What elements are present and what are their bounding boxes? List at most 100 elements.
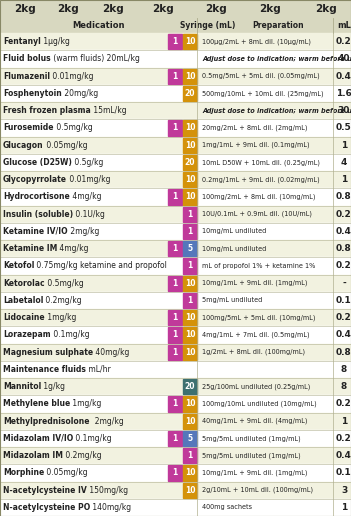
Bar bbox=[183, 276, 197, 291]
Bar bbox=[0, 33, 351, 50]
Bar bbox=[183, 431, 197, 446]
Bar bbox=[0, 68, 351, 85]
Text: 5: 5 bbox=[187, 434, 193, 443]
Bar bbox=[168, 327, 182, 343]
Text: 1: 1 bbox=[172, 313, 178, 322]
Bar bbox=[168, 189, 182, 204]
Text: 10: 10 bbox=[185, 192, 195, 201]
Bar bbox=[0, 171, 351, 188]
Bar bbox=[183, 120, 197, 136]
Text: N-acetylcysteine IV: N-acetylcysteine IV bbox=[3, 486, 87, 495]
Text: 2kg: 2kg bbox=[205, 4, 227, 14]
Text: 0.2: 0.2 bbox=[336, 434, 351, 443]
Bar bbox=[183, 206, 197, 222]
Text: 2kg: 2kg bbox=[152, 4, 174, 14]
Text: 10: 10 bbox=[185, 72, 195, 80]
Text: 10: 10 bbox=[185, 175, 195, 184]
Text: 10U/0.1mL + 0.9mL dil. (10U/mL): 10U/0.1mL + 0.9mL dil. (10U/mL) bbox=[202, 211, 312, 217]
Text: Glucose (D25W): Glucose (D25W) bbox=[3, 158, 72, 167]
Text: 8: 8 bbox=[341, 382, 347, 391]
Text: 4mg/kg: 4mg/kg bbox=[57, 244, 89, 253]
Text: 20: 20 bbox=[185, 89, 195, 98]
Text: Magnesium sulphate: Magnesium sulphate bbox=[3, 348, 93, 357]
Bar bbox=[183, 172, 197, 187]
Text: 2mg/kg: 2mg/kg bbox=[90, 416, 123, 426]
Text: 0.1: 0.1 bbox=[336, 296, 351, 305]
Bar bbox=[168, 310, 182, 325]
Bar bbox=[0, 430, 351, 447]
Text: 20: 20 bbox=[185, 382, 195, 391]
Text: Methylene blue: Methylene blue bbox=[3, 399, 70, 408]
Text: 10mg/1mL + 9mL dil. (1mg/mL): 10mg/1mL + 9mL dil. (1mg/mL) bbox=[202, 470, 307, 476]
Text: Lidocaine: Lidocaine bbox=[3, 313, 45, 322]
Bar bbox=[0, 0, 351, 18]
Text: 0.2: 0.2 bbox=[336, 37, 351, 46]
Bar bbox=[0, 361, 351, 378]
Bar bbox=[0, 154, 351, 171]
Text: 40mg/1mL + 9mL dil. (4mg/mL): 40mg/1mL + 9mL dil. (4mg/mL) bbox=[202, 418, 307, 424]
Text: (warm fluids) 20mL/kg: (warm fluids) 20mL/kg bbox=[51, 54, 139, 63]
Text: 2kg: 2kg bbox=[315, 4, 337, 14]
Text: Fresh frozen plasma: Fresh frozen plasma bbox=[3, 106, 91, 115]
Bar bbox=[0, 481, 351, 499]
Text: 3: 3 bbox=[341, 486, 347, 495]
Text: 1: 1 bbox=[172, 192, 178, 201]
Bar bbox=[0, 499, 351, 516]
Text: 1: 1 bbox=[341, 141, 347, 150]
Text: 0.2mg/kg: 0.2mg/kg bbox=[44, 296, 82, 305]
Bar bbox=[183, 310, 197, 325]
Bar bbox=[183, 327, 197, 343]
Text: 140mg/kg: 140mg/kg bbox=[90, 503, 131, 512]
Text: Medication: Medication bbox=[72, 21, 125, 30]
Text: 5: 5 bbox=[187, 244, 193, 253]
Text: -: - bbox=[342, 279, 346, 287]
Text: 1: 1 bbox=[172, 37, 178, 46]
Text: 0.4: 0.4 bbox=[336, 330, 351, 340]
Text: 0.4: 0.4 bbox=[336, 451, 351, 460]
Text: 10: 10 bbox=[185, 486, 195, 495]
Text: Ketorolac: Ketorolac bbox=[3, 279, 45, 287]
Bar bbox=[168, 431, 182, 446]
Bar bbox=[168, 241, 182, 256]
Text: 0.5mg/kg: 0.5mg/kg bbox=[45, 279, 84, 287]
Text: 2mg/kg: 2mg/kg bbox=[68, 227, 99, 236]
Text: 0.8: 0.8 bbox=[336, 244, 351, 253]
Bar bbox=[168, 396, 182, 411]
Text: 10mL D50W + 10mL dil. (0.25g/mL): 10mL D50W + 10mL dil. (0.25g/mL) bbox=[202, 159, 320, 166]
Text: 10mg/mL undiluted: 10mg/mL undiluted bbox=[202, 229, 266, 234]
Text: 0.2: 0.2 bbox=[336, 262, 351, 270]
Bar bbox=[0, 257, 351, 275]
Text: 1: 1 bbox=[172, 399, 178, 408]
Text: 0.1mg/kg: 0.1mg/kg bbox=[73, 434, 112, 443]
Text: 1: 1 bbox=[341, 175, 347, 184]
Text: mL: mL bbox=[337, 21, 351, 30]
Text: 0.05mg/kg: 0.05mg/kg bbox=[44, 469, 88, 477]
Bar bbox=[183, 413, 197, 429]
Bar bbox=[168, 345, 182, 360]
Text: 100μg/2mL + 8mL dil. (10μg/mL): 100μg/2mL + 8mL dil. (10μg/mL) bbox=[202, 38, 311, 45]
Text: Morphine: Morphine bbox=[3, 469, 44, 477]
Text: 1mg/kg: 1mg/kg bbox=[45, 313, 76, 322]
Text: 0.01mg/kg: 0.01mg/kg bbox=[67, 175, 111, 184]
Bar bbox=[168, 276, 182, 291]
Bar bbox=[0, 292, 351, 309]
Text: Maintenance fluids: Maintenance fluids bbox=[3, 365, 86, 374]
Bar bbox=[183, 448, 197, 463]
Text: 25g/100mL undiluted (0.25g/mL): 25g/100mL undiluted (0.25g/mL) bbox=[202, 383, 310, 390]
Text: Furosemide: Furosemide bbox=[3, 123, 53, 133]
Text: 1: 1 bbox=[172, 434, 178, 443]
Bar bbox=[0, 223, 351, 240]
Text: 0.5g/kg: 0.5g/kg bbox=[72, 158, 103, 167]
Text: 1: 1 bbox=[172, 330, 178, 340]
Bar bbox=[0, 137, 351, 154]
Text: Fosphenytoin: Fosphenytoin bbox=[3, 89, 62, 98]
Text: 1: 1 bbox=[187, 296, 193, 305]
Bar bbox=[0, 395, 351, 412]
Bar bbox=[183, 293, 197, 308]
Text: Ketofol: Ketofol bbox=[3, 262, 34, 270]
Text: 8: 8 bbox=[341, 365, 347, 374]
Text: 15mL/kg: 15mL/kg bbox=[91, 106, 126, 115]
Text: 40: 40 bbox=[338, 54, 350, 63]
Bar bbox=[183, 465, 197, 480]
Text: 10: 10 bbox=[185, 313, 195, 322]
